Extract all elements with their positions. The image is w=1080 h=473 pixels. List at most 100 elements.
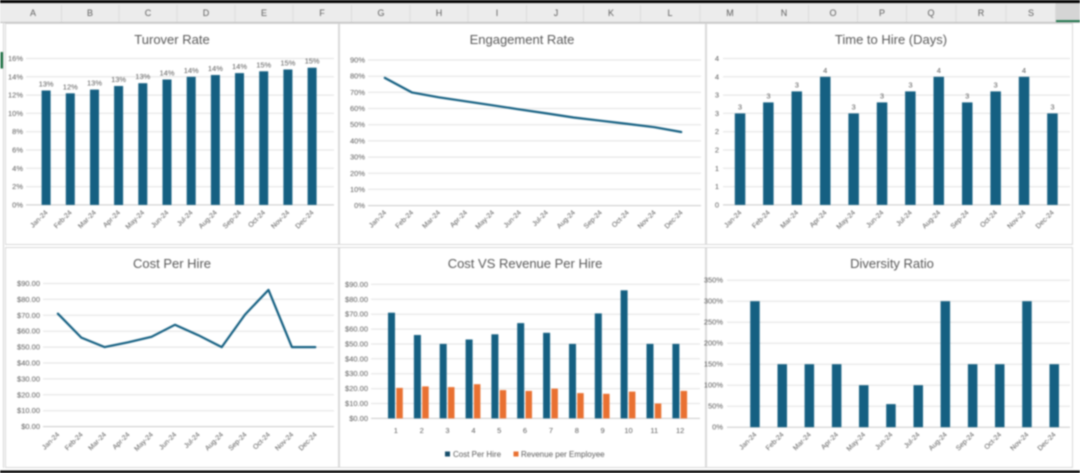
svg-text:3: 3: [852, 102, 856, 111]
svg-text:D: D: [203, 8, 210, 18]
svg-text:90%: 90%: [350, 56, 365, 65]
svg-text:$70.00: $70.00: [345, 310, 368, 319]
svg-text:$10.00: $10.00: [345, 399, 368, 408]
svg-text:1: 1: [715, 164, 719, 173]
svg-text:$50.00: $50.00: [17, 343, 40, 352]
svg-text:200%: 200%: [704, 339, 724, 348]
svg-text:14%: 14%: [8, 72, 23, 81]
svg-text:K: K: [608, 8, 614, 18]
svg-text:14%: 14%: [232, 62, 247, 71]
svg-text:E: E: [261, 8, 267, 18]
svg-text:16%: 16%: [8, 54, 23, 63]
svg-text:14%: 14%: [208, 64, 223, 73]
svg-text:A: A: [30, 8, 36, 18]
svg-text:10: 10: [624, 426, 632, 435]
svg-text:3: 3: [795, 80, 799, 89]
svg-text:15%: 15%: [305, 57, 320, 66]
svg-text:50%: 50%: [350, 120, 365, 129]
svg-text:$60.00: $60.00: [345, 325, 368, 334]
svg-text:$0.00: $0.00: [349, 414, 368, 423]
svg-text:12: 12: [676, 426, 684, 435]
svg-text:3: 3: [908, 80, 912, 89]
svg-text:1: 1: [715, 182, 719, 191]
svg-text:$40.00: $40.00: [17, 359, 40, 368]
svg-text:70%: 70%: [350, 88, 365, 97]
svg-text:4: 4: [715, 54, 719, 63]
svg-text:Diversity Ratio: Diversity Ratio: [850, 256, 934, 271]
svg-text:0: 0: [715, 200, 719, 209]
svg-text:Cost Per Hire: Cost Per Hire: [453, 450, 502, 459]
svg-text:13%: 13%: [87, 79, 102, 88]
svg-text:P: P: [879, 8, 885, 18]
svg-text:50%: 50%: [708, 402, 723, 411]
svg-text:B: B: [87, 8, 93, 18]
svg-text:9: 9: [601, 426, 605, 435]
svg-text:30%: 30%: [350, 153, 365, 162]
svg-text:3: 3: [715, 91, 719, 100]
svg-text:7: 7: [549, 426, 553, 435]
svg-text:3: 3: [715, 109, 719, 118]
svg-text:350%: 350%: [704, 276, 724, 285]
svg-text:2: 2: [715, 146, 719, 155]
svg-text:13%: 13%: [111, 75, 126, 84]
svg-text:4: 4: [937, 66, 941, 75]
svg-text:13%: 13%: [135, 72, 150, 81]
svg-text:$90.00: $90.00: [17, 279, 40, 288]
svg-text:Time to Hire (Days): Time to Hire (Days): [835, 32, 947, 47]
svg-text:6%: 6%: [12, 146, 23, 155]
svg-text:$10.00: $10.00: [17, 406, 40, 415]
svg-text:M: M: [726, 8, 734, 18]
svg-text:3: 3: [766, 91, 770, 100]
svg-text:2: 2: [420, 426, 424, 435]
svg-text:H: H: [436, 8, 443, 18]
svg-text:$70.00: $70.00: [17, 311, 40, 320]
svg-text:Engagement Rate: Engagement Rate: [470, 32, 575, 47]
svg-text:$80.00: $80.00: [17, 295, 40, 304]
svg-text:11: 11: [650, 426, 658, 435]
svg-text:14%: 14%: [159, 69, 174, 78]
svg-text:250%: 250%: [704, 318, 724, 327]
svg-text:L: L: [667, 8, 672, 18]
svg-text:15%: 15%: [256, 60, 271, 69]
svg-text:4: 4: [823, 66, 827, 75]
svg-text:1: 1: [394, 426, 398, 435]
svg-text:0%: 0%: [12, 200, 23, 209]
svg-text:C: C: [145, 8, 152, 18]
svg-text:0%: 0%: [712, 423, 723, 432]
svg-text:4: 4: [715, 72, 719, 81]
svg-text:$0.00: $0.00: [21, 422, 40, 431]
svg-text:$80.00: $80.00: [345, 295, 368, 304]
svg-text:100%: 100%: [704, 381, 724, 390]
svg-text:$50.00: $50.00: [345, 340, 368, 349]
svg-text:3: 3: [1050, 102, 1054, 111]
svg-text:20%: 20%: [350, 169, 365, 178]
svg-text:12%: 12%: [8, 91, 23, 100]
svg-text:150%: 150%: [704, 360, 724, 369]
svg-text:6: 6: [523, 426, 527, 435]
svg-text:4: 4: [1022, 66, 1026, 75]
svg-text:G: G: [377, 8, 384, 18]
svg-text:Turover Rate: Turover Rate: [134, 32, 209, 47]
svg-text:2: 2: [715, 127, 719, 136]
svg-text:10%: 10%: [350, 185, 365, 194]
svg-text:2%: 2%: [12, 182, 23, 191]
svg-text:O: O: [829, 8, 836, 18]
svg-text:3: 3: [965, 91, 969, 100]
svg-text:F: F: [319, 8, 325, 18]
svg-text:60%: 60%: [350, 104, 365, 113]
svg-text:8: 8: [575, 426, 579, 435]
svg-text:$90.00: $90.00: [345, 280, 368, 289]
svg-text:14%: 14%: [184, 66, 199, 75]
svg-text:N: N: [781, 8, 788, 18]
svg-text:$20.00: $20.00: [17, 390, 40, 399]
svg-text:Revenue per Employee: Revenue per Employee: [521, 450, 605, 459]
svg-text:Q: Q: [927, 8, 934, 18]
svg-text:3: 3: [738, 102, 742, 111]
svg-text:3: 3: [880, 91, 884, 100]
svg-text:13%: 13%: [39, 80, 54, 89]
svg-text:Cost Per Hire: Cost Per Hire: [133, 256, 211, 271]
svg-text:300%: 300%: [704, 297, 724, 306]
svg-text:0%: 0%: [354, 201, 365, 210]
svg-text:I: I: [496, 8, 499, 18]
svg-text:$30.00: $30.00: [17, 374, 40, 383]
